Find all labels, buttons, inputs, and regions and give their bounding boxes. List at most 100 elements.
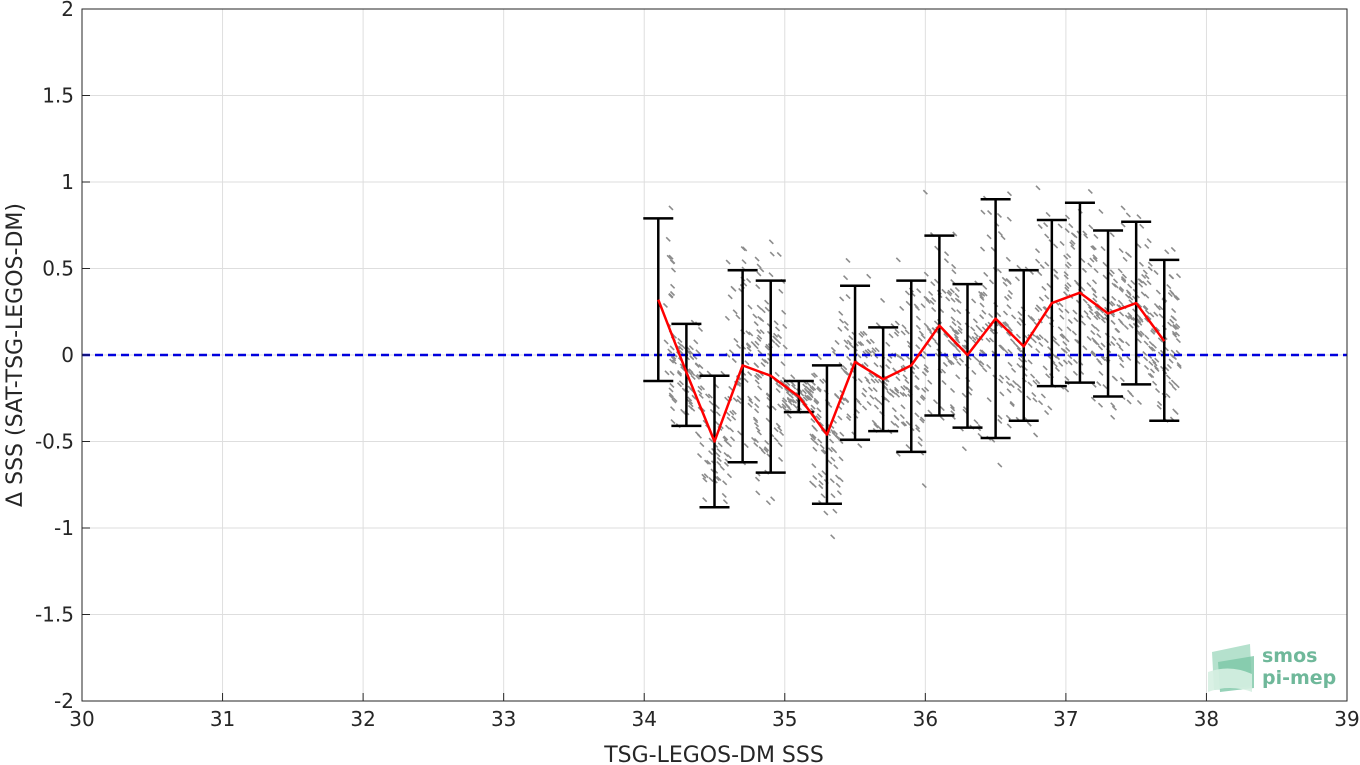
scatter-point (905, 420, 911, 426)
scatter-point (932, 399, 939, 405)
scatter-point (977, 327, 984, 333)
scatter-point (754, 362, 760, 369)
scatter-point (866, 400, 872, 406)
scatter-point (971, 298, 977, 304)
scatter-point (978, 293, 985, 300)
scatter-point (1100, 318, 1106, 324)
scatter-point (848, 342, 854, 348)
mean-line (657, 291, 1166, 443)
scatter-point (769, 251, 775, 257)
scatter-point (777, 442, 783, 448)
scatter-point (1152, 361, 1158, 367)
scatter-point (1096, 333, 1102, 339)
scatter-point (971, 335, 977, 341)
scatter-point (1045, 211, 1051, 217)
y-axis-ticks: -2 -1.5 -1 -0.5 0 0.5 1 1.5 2 (35, 0, 90, 713)
scatter-point (842, 365, 848, 371)
scatter-point (1171, 354, 1178, 361)
scatter-point (1005, 381, 1012, 387)
scatter-point (915, 315, 921, 321)
scatter-point (956, 309, 962, 315)
scatter-point (1047, 405, 1053, 411)
scatter-point (1009, 338, 1016, 344)
scatter-point (1057, 223, 1063, 229)
scatter-point (721, 492, 727, 499)
scatter-point (1063, 271, 1069, 277)
scatter-point (923, 295, 929, 301)
scatter-point (1006, 304, 1012, 310)
scatter-point (781, 403, 787, 409)
scatter-point (756, 271, 762, 277)
scatter-point (894, 320, 900, 326)
x-tick-label: 36 (913, 707, 938, 731)
scatter-point (737, 430, 743, 436)
scatter-point (665, 236, 671, 242)
scatter-point (728, 427, 735, 433)
scatter-point (669, 345, 675, 351)
scatter-point (1009, 401, 1015, 408)
scatter-point (917, 441, 923, 447)
scatter-point (772, 335, 778, 341)
scatter-point (924, 386, 930, 392)
scatter-point (889, 388, 895, 394)
scatter-point (761, 358, 767, 364)
scatter-point (1083, 310, 1089, 316)
scatter-point (1066, 282, 1072, 288)
scatter-point (900, 330, 906, 336)
scatter-point (1091, 244, 1097, 251)
scatter-point (915, 427, 921, 433)
scatter-point (1062, 359, 1068, 365)
scatter-point (1146, 280, 1152, 286)
scatter-point (830, 346, 836, 353)
scatter-point (1066, 326, 1072, 332)
scatter-point (1066, 253, 1072, 259)
scatter-point (893, 386, 900, 392)
scatter-point (843, 398, 850, 404)
scatter-point (812, 446, 818, 452)
scatter-point (1147, 266, 1153, 272)
scatter-point (1124, 314, 1130, 320)
scatter-point (725, 259, 731, 265)
scatter-point (923, 364, 929, 370)
scatter-point (1069, 241, 1075, 247)
scatter-point (1080, 257, 1086, 263)
scatter-point (967, 386, 974, 392)
scatter-point (728, 349, 734, 355)
scatter-point (747, 304, 753, 310)
scatter-point (944, 251, 950, 257)
scatter-point (987, 210, 993, 216)
scatter-point (668, 394, 674, 400)
scatter-point (1064, 227, 1070, 234)
scatter-point (1137, 331, 1143, 337)
scatter-point (855, 397, 861, 403)
scatter-point (1002, 310, 1009, 316)
scatter-point (1168, 358, 1174, 364)
scatter-point (1063, 291, 1069, 297)
scatter-point (1130, 279, 1136, 286)
scatter-point (1037, 223, 1043, 230)
scatter-point (976, 358, 982, 364)
scatter-point (1128, 392, 1135, 398)
scatter-point (1092, 293, 1098, 299)
scatter-point (832, 429, 838, 436)
scatter-point (989, 337, 995, 343)
scatter-point (786, 413, 792, 419)
scatter-point (979, 314, 985, 320)
scatter-point (1143, 340, 1149, 346)
scatter-point (997, 418, 1003, 424)
scatter-point (1016, 362, 1022, 369)
scatter-point (1058, 307, 1064, 313)
scatter-point (1097, 345, 1104, 351)
scatter-point (1059, 240, 1065, 246)
scatter-point (900, 385, 906, 391)
scatter-point (746, 342, 752, 348)
scatter-point (1174, 295, 1180, 301)
scatter-point (1125, 212, 1131, 218)
scatter-point (999, 344, 1005, 350)
scatter-point (678, 380, 684, 386)
scatter-point (698, 393, 704, 399)
scatter-point (809, 480, 815, 486)
scatter-point (810, 418, 816, 424)
scatter-point (842, 275, 849, 281)
scatter-point (1150, 346, 1156, 352)
